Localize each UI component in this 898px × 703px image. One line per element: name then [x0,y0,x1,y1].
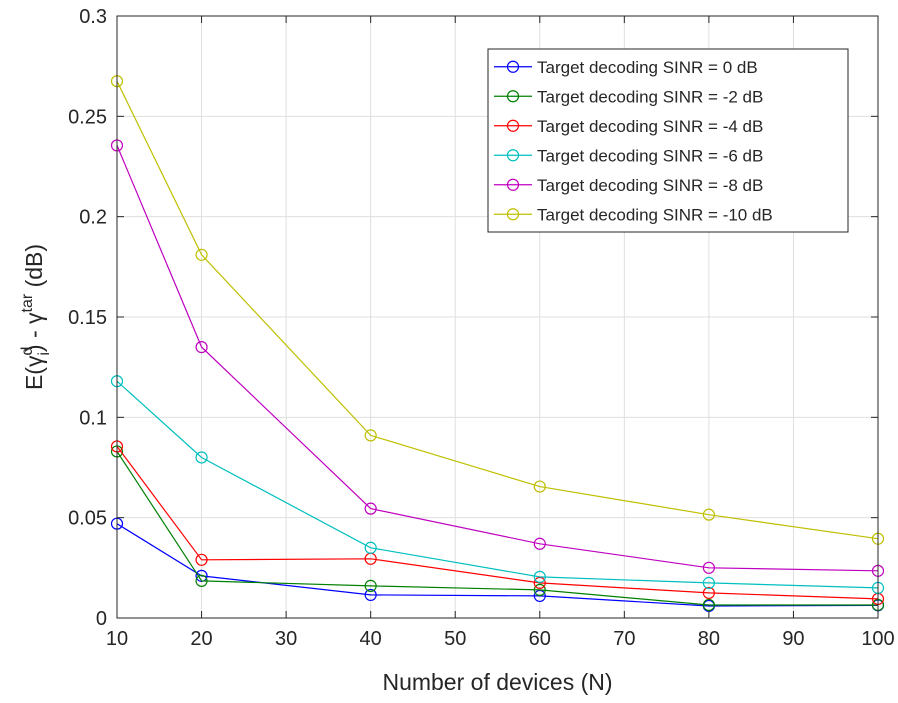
legend-marker [506,178,520,191]
series-3 [110,375,885,595]
y-axis-label-superscript-d: d [19,347,36,356]
y-axis-label-superscript-tar: tar [19,293,36,312]
data-point [533,570,546,583]
legend-label: Target decoding SINR = 0 dB [537,58,758,77]
series-line [116,446,879,600]
data-point [702,561,715,574]
x-tick-label: 90 [782,628,804,650]
y-axis-label-subscript-i: i [36,352,53,356]
data-point [533,537,546,550]
legend-entry: Target decoding SINR = -10 dB [494,205,773,224]
series-1 [110,445,885,612]
series-line [116,523,879,607]
y-tick-label: 0.1 [79,407,107,429]
y-tick-label: 0.2 [79,207,107,229]
series-line [116,145,879,572]
y-tick-label: 0.25 [68,106,107,128]
data-point [195,451,208,464]
data-point [702,586,715,600]
legend-box [487,48,849,233]
data-point [364,541,377,554]
data-point [533,480,546,493]
legend-entry: Target decoding SINR = -4 dB [494,117,763,136]
legend-marker [506,119,520,132]
legend-marker [506,60,520,73]
legend-marker [506,90,520,103]
legend-entry: Target decoding SINR = 0 dB [494,58,758,77]
data-point [195,574,208,587]
data-point [364,502,377,515]
data-point [702,598,715,612]
x-tick-label: 50 [444,628,466,650]
series-0 [110,517,885,613]
data-point [702,508,715,521]
y-tick-label: 0.15 [68,307,107,329]
legend-label: Target decoding SINR = -2 dB [537,87,763,106]
y-axis-label-prefix: E(γ [21,355,47,390]
legend-entry: Target decoding SINR = -2 dB [494,87,763,106]
x-tick-label: 100 [861,628,894,650]
y-tick-label: 0.05 [68,508,107,530]
series-line [116,380,879,589]
series-line [116,80,879,540]
legend-label: Target decoding SINR = -8 dB [537,176,763,195]
legend-label: Target decoding SINR = -10 dB [537,205,773,224]
y-tick-label: 0 [96,608,107,630]
data-point [364,588,377,602]
legend-label: Target decoding SINR = -4 dB [537,117,763,136]
data-point [364,429,377,442]
series-line [116,451,878,606]
x-tick-label: 10 [106,628,128,650]
x-tick-label: 80 [698,628,720,650]
x-tick-label: 40 [360,628,382,650]
series-lines [110,75,885,613]
x-tick-label: 20 [190,628,212,650]
legend-entry: Target decoding SINR = -8 dB [494,176,763,195]
data-point [195,248,208,261]
data-point [364,579,377,592]
legend-marker [506,149,520,162]
y-axis-label-suffix: (dB) [21,244,47,294]
x-tick-label: 30 [275,628,297,650]
series-4 [110,139,885,577]
x-tick-label: 70 [613,628,635,650]
legend: Target decoding SINR = 0 dB Target decodi… [487,48,849,233]
data-point [533,583,546,597]
y-axis-label-middle: ) - γ [21,312,47,352]
legend-entry: Target decoding SINR = -6 dB [494,146,763,165]
x-axis-label: Number of devices (N) [382,669,612,695]
y-axis-label: E(γdi) - γtar (dB) [19,244,53,390]
data-point [195,553,208,566]
legend-label: Target decoding SINR = -6 dB [537,146,763,165]
axis-ticks: 10 20 30 40 50 60 70 80 90 100 0 0.05 0.1 0.15 0.2 0.25… [68,6,895,650]
data-point [195,341,208,354]
data-point [702,576,715,589]
y-tick-label: 0.3 [79,6,107,28]
legend-marker [506,208,520,221]
x-tick-label: 60 [529,628,551,650]
